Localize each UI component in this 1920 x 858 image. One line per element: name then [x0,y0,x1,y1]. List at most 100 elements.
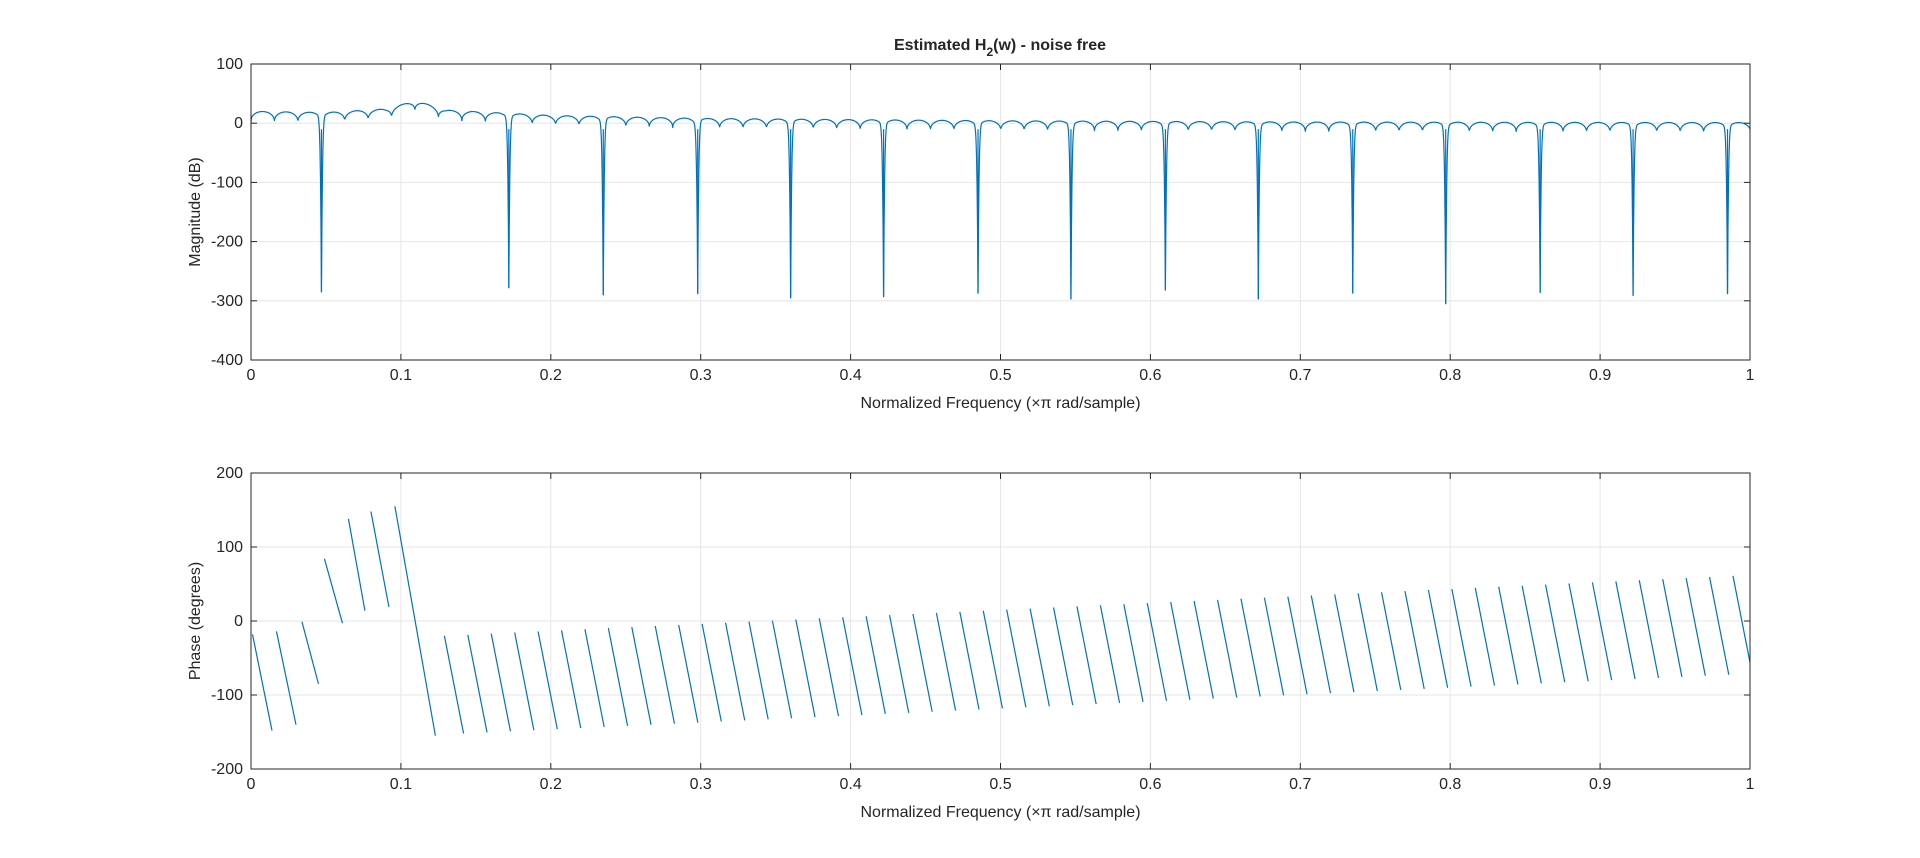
x-tick-label: 0.2 [540,776,562,793]
x-tick-label: 0 [247,776,256,793]
phase-segment [537,631,558,730]
phase-segment [748,621,769,720]
phase-segment [1029,608,1050,707]
phase-segment [654,625,676,724]
x-tick-label: 0.8 [1439,776,1461,793]
phase-segment [251,634,273,731]
phase-segment [842,617,863,716]
phase-segment [1708,576,1730,675]
magnitude-series [250,102,1751,305]
phase-segment [1076,606,1097,705]
phase-segment [1123,604,1144,703]
phase-segment [771,620,793,719]
phase-segment [1685,577,1706,676]
y-tick-label: 100 [216,56,243,73]
phase-segment [1357,593,1378,692]
phase-segment [394,506,436,736]
phase-segment [1310,595,1332,694]
phase-segment [1544,584,1566,683]
x-tick-label: 0.2 [540,367,562,384]
y-tick-label: -100 [211,174,243,191]
y-tick-label: 0 [234,613,243,630]
phase-segment [490,633,512,732]
x-tick-label: 0.7 [1289,776,1311,793]
x-tick-label: 0.4 [839,367,861,384]
phase-segment [275,631,297,725]
phase-segment [1146,603,1168,701]
phase-ticks: 0 0.1 0.2 0.3 0.4 0.5 0.6 0.7 0.8 0.9 1 200 100 0 -100… [211,465,1755,793]
x-tick-label: 0.4 [839,776,861,793]
phase-series [251,506,1751,736]
phase-segment [865,616,886,714]
phase-segment [1427,589,1449,688]
x-tick-label: 0.1 [390,367,412,384]
x-tick-label: 0.3 [690,776,712,793]
phase-segment [1287,596,1308,695]
y-tick-label: 100 [216,539,243,556]
x-tick-label: 1 [1746,776,1755,793]
x-tick-label: 0 [247,367,256,384]
phase-segment [678,624,699,723]
phase-segment [818,618,840,717]
y-tick-label: -200 [211,761,243,778]
phase-segment [1732,575,1751,663]
x-tick-label: 0.7 [1289,367,1311,384]
phase-segment [1216,599,1238,698]
y-tick-label: -300 [211,293,243,310]
y-axis-label: Phase (degrees) [187,562,204,680]
x-tick-label: 0.8 [1439,367,1461,384]
phase-segment [1099,605,1121,704]
phase-segment [1380,592,1402,691]
y-tick-label: -400 [211,352,243,369]
x-axis-label: Normalized Frequency (×π rad/sample) [860,804,1140,821]
magnitude-grid [250,63,1751,361]
phase-segment [1662,579,1683,677]
magnitude-ticks: 0 0.1 0.2 0.3 0.4 0.5 0.6 0.7 0.8 0.9 1 100 0 -100 -20… [211,56,1755,384]
phase-segment [1006,609,1027,708]
phase-segment [1568,583,1589,682]
phase-grid [250,472,1751,770]
x-tick-label: 0.9 [1589,367,1611,384]
phase-segment [631,626,652,725]
y-tick-label: -200 [211,234,243,251]
x-tick-label: 0.1 [390,776,412,793]
phase-segment [514,632,535,731]
x-axis-label: Normalized Frequency (×π rad/sample) [860,395,1140,412]
phase-segment [1240,598,1261,697]
phase-segment [323,558,344,624]
phase-segment [443,635,465,734]
phase-segment [1591,582,1613,681]
phase-segment [1170,601,1191,700]
phase-segment [935,612,957,711]
x-tick-label: 0.9 [1589,776,1611,793]
phase-segment [370,511,390,608]
phase-segment [888,614,910,713]
phase-segment [912,613,933,712]
phase-segment [959,611,980,710]
y-axis-label: Magnitude (dB) [187,157,204,266]
phase-segment [701,623,722,722]
y-tick-label: 200 [216,465,243,482]
y-tick-label: 0 [234,115,243,132]
phase-segment [1498,586,1519,685]
phase-segment [1615,581,1636,680]
phase-segment [347,518,366,611]
phase-segment [982,610,1004,709]
phase-segment [1052,607,1074,706]
y-tick-label: -100 [211,687,243,704]
chart-title: Estimated H2(w) - noise free [894,37,1106,59]
phase-segment [584,629,605,728]
magnitude-line [250,102,1751,305]
phase-segment [467,634,488,733]
x-tick-label: 0.5 [989,367,1011,384]
phase-segment [1263,597,1285,696]
phase-segment [1193,600,1214,699]
x-tick-label: 0.5 [989,776,1011,793]
x-tick-label: 0.6 [1139,776,1161,793]
phase-segment [301,621,320,685]
phase-segment [1451,588,1472,687]
phase-segment [1638,580,1660,679]
x-tick-label: 0.3 [690,367,712,384]
phase-segment [1404,591,1425,689]
phase-segment [560,630,582,729]
